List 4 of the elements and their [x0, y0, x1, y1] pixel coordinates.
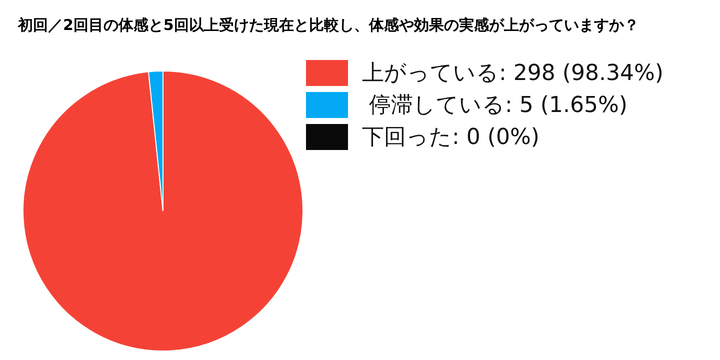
legend-label: 下回った: 0 (0%): [362, 124, 540, 152]
chart-title: 初回／2回目の体感と5回以上受けた現在と比較し、体感や効果の実感が上がっていますか？: [18, 16, 639, 35]
legend-label: 停滞している: 5 (1.65%): [368, 92, 628, 120]
legend-label: 上がっている: 298 (98.34%): [362, 60, 664, 88]
